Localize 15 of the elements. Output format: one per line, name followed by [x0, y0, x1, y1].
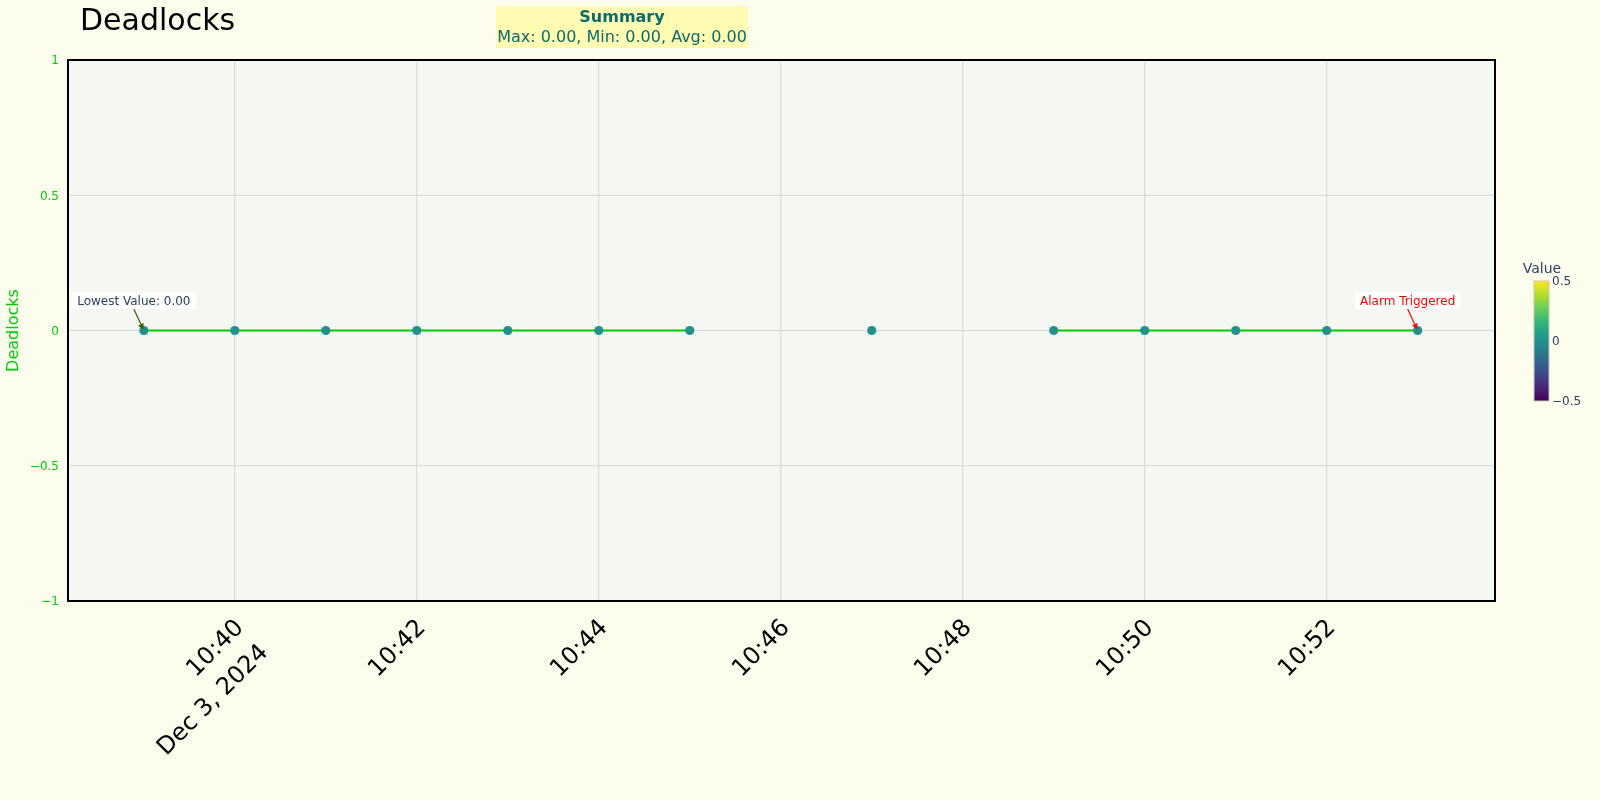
text: Summary: [579, 7, 666, 26]
y-tick-label: −0.5: [29, 459, 59, 474]
y-axis-title: Deadlocks: [3, 289, 22, 372]
y-tick-label: 1: [51, 53, 59, 68]
chart-title: Deadlocks: [80, 2, 236, 37]
color-bar-label: −0.5: [1552, 394, 1582, 408]
annotation: Alarm Triggered: [1360, 293, 1456, 308]
text: Max: 0.00, Min: 0.00, Avg: 0.00: [497, 27, 747, 46]
color-bar-label: 0.5: [1552, 274, 1572, 288]
color-bar-title: Value: [1522, 260, 1562, 276]
y-tick-label: 0.5: [39, 188, 59, 203]
y-tick-label: −1: [41, 594, 59, 609]
y-tick-label: 0: [51, 323, 59, 338]
color-bar-label: 0: [1552, 334, 1560, 348]
annotation: Lowest Value: 0.00: [77, 293, 191, 308]
